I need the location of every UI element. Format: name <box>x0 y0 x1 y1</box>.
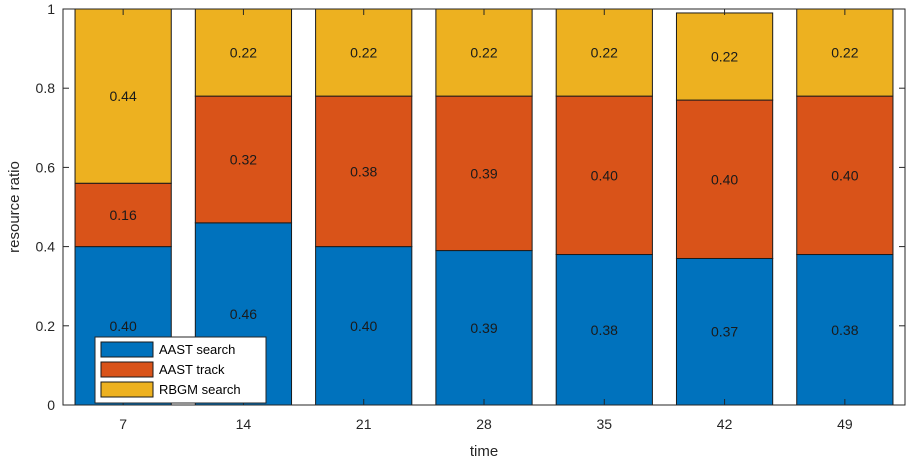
x-tick-label: 42 <box>717 416 733 432</box>
legend-swatch-rbgm-search <box>100 381 154 398</box>
data-label-rbgm-search-7: 0.44 <box>110 88 137 104</box>
legend-swatch-aast-search <box>100 341 154 358</box>
bar-rbgm-search-35 <box>555 8 653 97</box>
data-label-aast-track-49: 0.40 <box>831 167 858 183</box>
x-axis-title: time <box>470 443 498 460</box>
data-label-aast-search-7: 0.40 <box>110 318 137 334</box>
data-label-aast-track-7: 0.16 <box>110 207 137 223</box>
bar-aast-track-14 <box>194 95 293 224</box>
x-tick-label: 28 <box>476 416 492 432</box>
data-label-aast-track-35: 0.40 <box>591 167 618 183</box>
bar-aast-track-21 <box>315 95 413 248</box>
legend-label-aast-search: AAST search <box>159 342 235 357</box>
data-label-rbgm-search-35: 0.22 <box>591 45 618 61</box>
data-label-rbgm-search-14: 0.22 <box>230 45 257 61</box>
data-label-rbgm-search-21: 0.22 <box>350 45 377 61</box>
y-tick-label: 0.6 <box>36 159 56 175</box>
bar-rbgm-search-28 <box>435 8 533 97</box>
data-label-aast-track-42: 0.40 <box>711 171 738 187</box>
bar-rbgm-search-49 <box>796 8 894 97</box>
data-label-aast-search-14: 0.46 <box>230 306 257 322</box>
axes-layer: 0 0.2 0.4 0.6 0.8 1 7 14 21 28 35 42 49 <box>36 1 905 432</box>
bar-rbgm-search-21 <box>315 8 413 97</box>
x-tick-label: 35 <box>596 416 612 432</box>
y-axis-title: resource ratio <box>6 161 23 253</box>
bar-aast-search-28 <box>435 250 533 406</box>
data-labels-layer: 0.40 0.16 0.44 0.46 0.32 0.22 0.40 0.38 0.22 0.39… <box>110 45 859 340</box>
y-tick-label: 0.4 <box>36 239 56 255</box>
data-label-aast-search-21: 0.40 <box>350 318 377 334</box>
x-tick-label: 21 <box>356 416 372 432</box>
data-label-aast-track-28: 0.39 <box>470 165 497 181</box>
data-label-rbgm-search-42: 0.22 <box>711 49 738 65</box>
x-tick-label: 49 <box>837 416 853 432</box>
y-tick-label: 0.8 <box>36 80 56 96</box>
data-label-rbgm-search-49: 0.22 <box>831 45 858 61</box>
x-tick-label: 7 <box>119 416 127 432</box>
data-label-aast-search-35: 0.38 <box>591 322 618 338</box>
bar-aast-track-42 <box>675 99 774 259</box>
y-tick-label: 0.2 <box>36 318 56 334</box>
bar-aast-track-28 <box>435 95 533 252</box>
bar-aast-track-49 <box>796 95 894 256</box>
data-label-aast-search-49: 0.38 <box>831 322 858 338</box>
bar-aast-search-42 <box>675 257 774 406</box>
x-tick-label: 14 <box>236 416 252 432</box>
legend-swatch-aast-track <box>100 361 154 378</box>
bar-rbgm-search-42 <box>675 12 774 101</box>
bar-rbgm-search-14 <box>194 8 293 97</box>
legend: AAST search AAST track RBGM search <box>94 336 267 404</box>
bar-aast-track-7 <box>74 182 172 248</box>
bar-aast-search-35 <box>555 254 653 406</box>
data-label-rbgm-search-28: 0.22 <box>470 45 497 61</box>
data-label-aast-search-42: 0.37 <box>711 324 738 340</box>
data-label-aast-search-28: 0.39 <box>470 320 497 336</box>
bar-aast-search-49 <box>796 254 894 406</box>
legend-label-aast-track: AAST track <box>159 362 225 377</box>
y-tick-label: 1 <box>47 1 55 17</box>
y-tick-label: 0 <box>47 397 55 413</box>
legend-label-rbgm-search: RBGM search <box>159 382 241 397</box>
data-label-aast-track-14: 0.32 <box>230 151 257 167</box>
data-label-aast-track-21: 0.38 <box>350 163 377 179</box>
